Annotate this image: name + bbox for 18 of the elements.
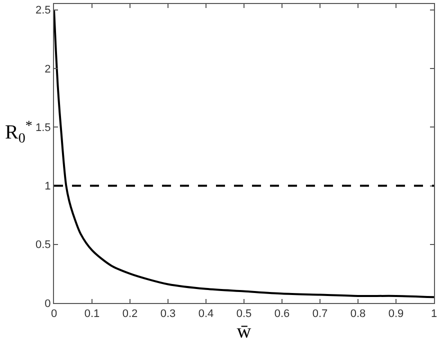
- x-tick-label: 0.7: [312, 308, 328, 320]
- x-axis-title: w̄: [236, 320, 252, 343]
- y-tick-label: 2.5: [36, 4, 51, 17]
- line-series: [54, 8, 434, 298]
- x-tick-label: 0.9: [388, 308, 404, 320]
- x-tick-label: 0.4: [198, 308, 214, 320]
- x-tick-label: 0.1: [84, 308, 100, 320]
- x-tick-label: 0.3: [160, 308, 176, 320]
- x-tick-label: 0.8: [350, 308, 366, 320]
- y-tick-label: 1.5: [36, 122, 51, 134]
- y-tick-label: 2: [44, 63, 51, 76]
- x-tick-label: 0.5: [236, 308, 252, 320]
- x-tick-label: 0.6: [274, 308, 290, 320]
- x-tick-label: 1: [430, 308, 438, 320]
- x-tick-label: 0.2: [122, 308, 138, 320]
- y-tick-label: 0.5: [36, 239, 51, 252]
- y-tick-label: 1: [44, 180, 51, 193]
- y-tick-label: 0: [44, 298, 51, 310]
